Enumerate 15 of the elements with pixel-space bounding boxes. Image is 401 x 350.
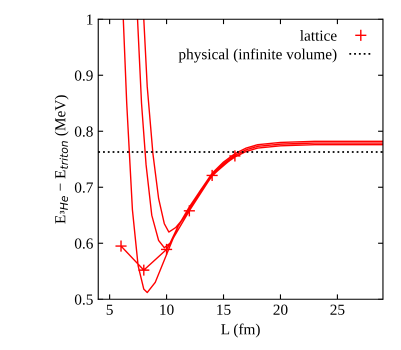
y-tick-label: 1	[87, 14, 92, 25]
x-tick-label: 5	[106, 304, 113, 315]
x-tick-label: 15	[217, 304, 231, 315]
y-tick-label: 0.8	[74, 126, 93, 137]
y-tick-label: 0.9	[74, 70, 93, 81]
y-tick-label: 0.6	[74, 238, 93, 249]
y-tick-label: 0.5	[74, 294, 93, 305]
x-tick-label: 10	[160, 304, 174, 315]
y-axis-title: E$_{³He}$ − E$_{triton}$ (MeV)	[54, 95, 69, 224]
x-axis-title: L (fm)	[221, 324, 260, 338]
x-tick-label: 25	[330, 304, 344, 315]
x-tick-label: 20	[273, 304, 288, 315]
legend-label: lattice	[300, 30, 337, 41]
legend-label: physical (infinite volume)	[178, 48, 336, 63]
y-tick-label: 0.7	[74, 182, 93, 193]
